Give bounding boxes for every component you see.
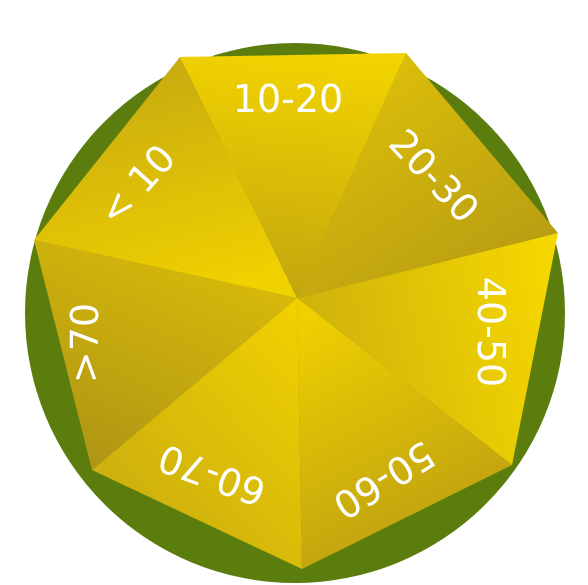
wheel-segment <box>297 53 558 298</box>
wheel-segment <box>92 298 302 569</box>
segment-label: 40-50 <box>469 277 513 387</box>
wheel-segment <box>297 233 558 465</box>
wheel-segment <box>34 57 297 298</box>
segment-label: 10-20 <box>233 77 343 121</box>
wheel-segment <box>297 298 512 569</box>
wheel-segment <box>180 53 406 298</box>
wheel-segment <box>34 240 297 470</box>
segment-label: >70 <box>63 303 107 383</box>
